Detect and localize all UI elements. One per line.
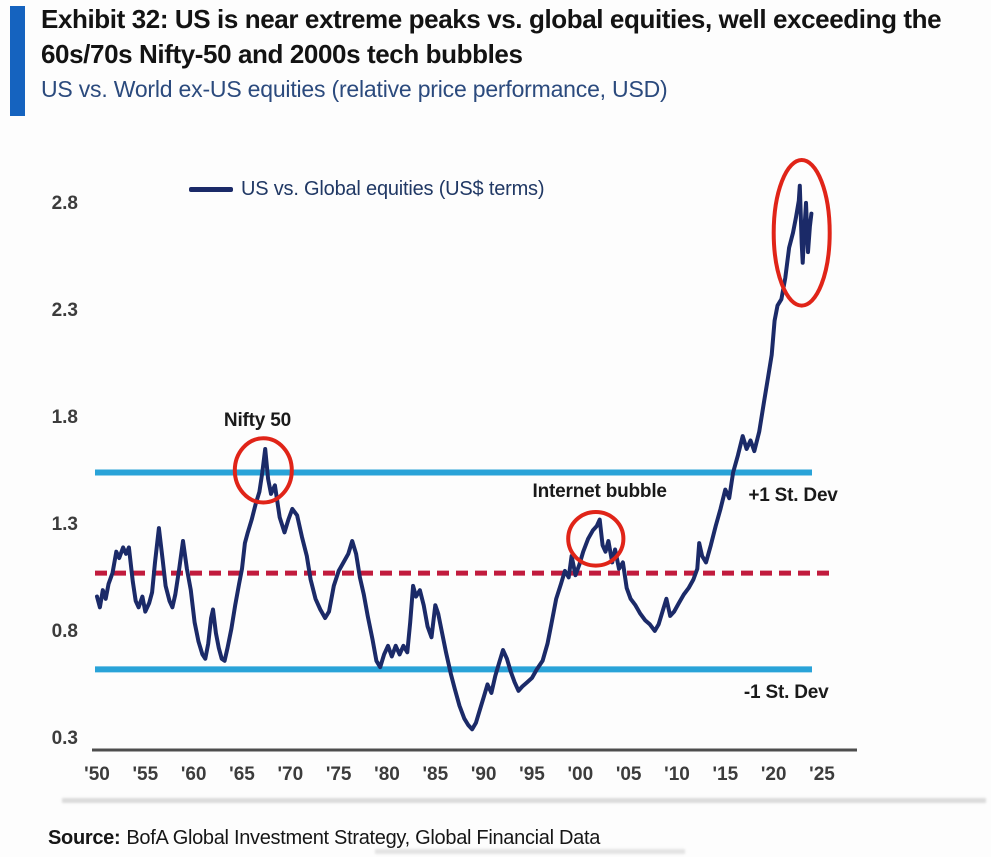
source-note: Source: BofA Global Investment Strategy, … xyxy=(48,827,600,850)
x-tick-label: '00 xyxy=(567,764,594,785)
x-tick-label: '55 xyxy=(132,764,159,785)
x-tick-label: '90 xyxy=(470,764,497,785)
y-tick-label: 0.8 xyxy=(51,621,78,642)
x-tick-label: '60 xyxy=(180,764,207,785)
minus-1-stdev-line-label: -1 St. Dev xyxy=(743,681,829,703)
nifty-50-label: Nifty 50 xyxy=(223,410,291,432)
chart-legend: US vs. Global equities (US$ terms) xyxy=(189,178,545,201)
title-accent-bar xyxy=(10,6,25,116)
x-tick-label: '85 xyxy=(422,764,449,785)
y-tick-label: 1.8 xyxy=(51,407,78,428)
x-tick-label: '05 xyxy=(615,764,642,785)
scan-artifact-smudge xyxy=(375,849,685,854)
y-tick-label: 0.3 xyxy=(51,728,78,749)
y-tick-label: 1.3 xyxy=(51,514,78,535)
scan-artifact-line xyxy=(62,798,986,803)
2020s-peak-circle xyxy=(771,158,832,308)
internet-bubble-circle xyxy=(566,510,626,568)
legend-line-swatch xyxy=(189,187,233,192)
y-tick-label: 2.3 xyxy=(51,300,78,321)
series-line xyxy=(95,183,814,732)
y-tick-label: 2.8 xyxy=(51,193,78,214)
source-label: Source: xyxy=(48,827,121,849)
x-tick-label: '80 xyxy=(374,764,400,785)
x-tick-label: '75 xyxy=(325,764,352,785)
nifty-50-circle xyxy=(232,436,294,505)
exhibit-subtitle: US vs. World ex-US equities (relative pr… xyxy=(41,76,668,102)
x-tick-label: '15 xyxy=(712,764,739,785)
x-tick-label: '10 xyxy=(664,764,690,785)
x-tick-label: '65 xyxy=(229,764,255,785)
legend-label: US vs. Global equities (US$ terms) xyxy=(241,178,545,200)
x-tick-label: '70 xyxy=(277,764,304,785)
x-tick-label: '95 xyxy=(519,764,545,785)
exhibit-title: Exhibit 32: US is near extreme peaks vs.… xyxy=(41,4,942,69)
x-tick-label: '25 xyxy=(809,764,835,785)
x-tick-label: '50 xyxy=(84,764,110,785)
source-text: BofA Global Investment Strategy, Global … xyxy=(126,827,601,849)
x-tick-label: '20 xyxy=(760,764,787,785)
plus-1-stdev-line-label: +1 St. Dev xyxy=(748,485,838,507)
internet-bubble-label: Internet bubble xyxy=(532,480,667,502)
